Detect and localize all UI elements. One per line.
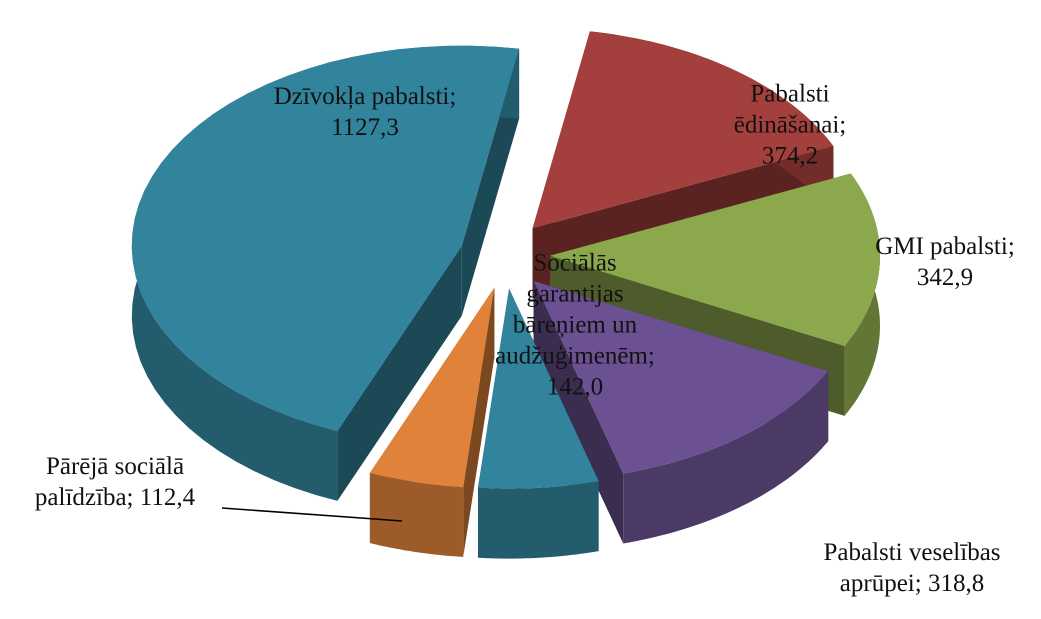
- slice: [369, 287, 495, 487]
- slice-wall: [369, 473, 464, 557]
- data-label: GMI pabalsti; 342,9: [875, 233, 1015, 291]
- slice-wall: [478, 481, 599, 559]
- data-label: Pārējā sociālā palīdzība; 112,4: [34, 453, 196, 511]
- slice-wall: [623, 371, 829, 544]
- data-label: Dzīvokļa pabalsti; 1127,3: [273, 83, 457, 141]
- slice: [131, 45, 520, 431]
- slice: [532, 31, 834, 229]
- slice-side: [337, 245, 462, 501]
- slice: [478, 288, 599, 489]
- slice-side: [533, 281, 624, 544]
- data-label: Pabalsti veselības aprūpei; 318,8: [823, 539, 1001, 597]
- leader-line: [221, 507, 403, 522]
- slice: [533, 281, 829, 474]
- slice: [550, 173, 880, 346]
- data-label: Pabalsti ēdināšanai; 374,2: [733, 80, 847, 170]
- data-label: Sociālās garantijas bāreņiem un audžuģim…: [495, 249, 655, 401]
